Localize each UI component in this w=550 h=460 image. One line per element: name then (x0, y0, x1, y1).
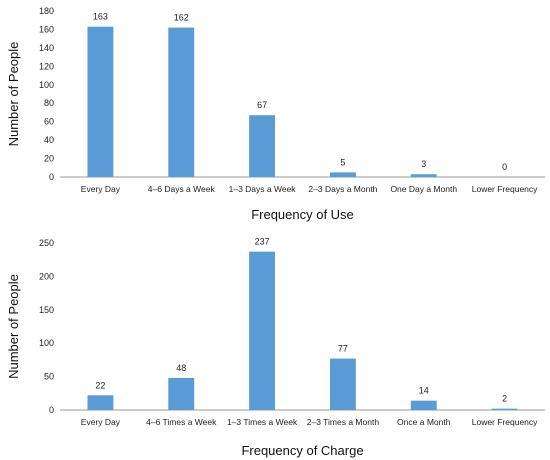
category-label: 4–6 Days a Week (148, 184, 216, 194)
y-tick-label: 40 (44, 135, 54, 145)
data-label: 0 (502, 162, 507, 172)
y-tick-label: 180 (39, 6, 54, 16)
y-tick-label: 80 (44, 98, 54, 108)
data-label: 237 (255, 237, 270, 247)
y-tick-label: 0 (49, 405, 54, 415)
data-label: 163 (93, 12, 108, 22)
data-label: 22 (95, 380, 105, 390)
y-tick-label: 120 (39, 61, 54, 71)
y-tick-label: 250 (39, 238, 54, 248)
frequency-of-use-chart: 0 20 40 60 80 100 120 140 160 180 163 Every Day 162 4… (6, 6, 545, 222)
y-axis-label: Number of People (6, 42, 21, 147)
bar (249, 115, 276, 177)
bar (329, 358, 356, 410)
category-label: 1–3 Days a Week (229, 184, 297, 194)
category-label: Every Day (81, 417, 121, 427)
data-label: 5 (340, 157, 345, 167)
category-label: Once a Month (397, 417, 451, 427)
y-tick-label: 60 (44, 117, 54, 127)
data-label: 162 (174, 13, 189, 23)
category-label: 1–3 Times a Week (227, 417, 298, 427)
data-label: 67 (257, 100, 267, 110)
data-label: 3 (421, 159, 426, 169)
y-tick-label: 150 (39, 305, 54, 315)
bar (168, 377, 195, 410)
category-label: Lower Frequency (472, 184, 538, 194)
y-tick-label: 100 (39, 80, 54, 90)
category-label: 4–6 Times a Week (146, 417, 217, 427)
data-label: 2 (502, 394, 507, 404)
data-label: 48 (176, 363, 186, 373)
category-label: One Day a Month (390, 184, 457, 194)
frequency-of-charge-chart: 0 50 100 150 200 250 22 Every Day 48 4–6 Times a … (6, 237, 545, 458)
y-tick-label: 50 (44, 372, 54, 382)
bar (491, 408, 518, 410)
x-axis-label: Frequency of Use (251, 207, 354, 222)
bar (87, 395, 114, 410)
category-label: 2–3 Times a Month (307, 417, 380, 427)
bar (410, 174, 437, 177)
x-axis-label: Frequency of Charge (241, 443, 363, 458)
y-tick-label: 200 (39, 271, 54, 281)
bar (329, 172, 356, 177)
category-label: Lower Frequency (472, 417, 538, 427)
y-tick-label: 0 (49, 172, 54, 182)
y-tick-label: 140 (39, 43, 54, 53)
y-axis-label: Number of People (6, 274, 21, 379)
y-tick-label: 100 (39, 338, 54, 348)
data-label: 14 (419, 386, 429, 396)
bar (410, 400, 437, 410)
y-tick-label: 20 (44, 154, 54, 164)
bar (249, 251, 276, 410)
category-label: Every Day (81, 184, 121, 194)
category-label: 2–3 Days a Month (308, 184, 377, 194)
y-tick-label: 160 (39, 24, 54, 34)
bar (168, 27, 195, 177)
bar (87, 26, 114, 177)
data-label: 77 (338, 344, 348, 354)
